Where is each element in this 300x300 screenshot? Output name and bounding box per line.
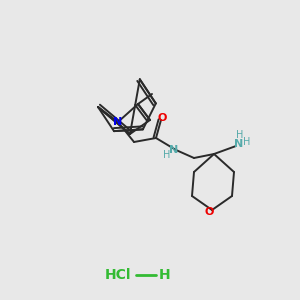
Text: N: N bbox=[234, 139, 244, 149]
Text: H: H bbox=[159, 268, 171, 282]
Text: N: N bbox=[169, 145, 178, 155]
Text: HCl: HCl bbox=[105, 268, 131, 282]
Text: N: N bbox=[113, 117, 123, 127]
Text: H: H bbox=[243, 137, 251, 147]
Text: H: H bbox=[163, 150, 171, 160]
Text: O: O bbox=[204, 207, 214, 217]
Text: O: O bbox=[157, 113, 167, 123]
Text: H: H bbox=[236, 130, 244, 140]
